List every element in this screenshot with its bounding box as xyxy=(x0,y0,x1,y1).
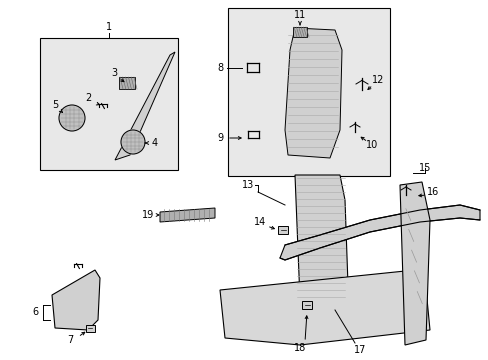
Text: 11: 11 xyxy=(293,10,305,20)
Polygon shape xyxy=(115,52,175,160)
Text: 12: 12 xyxy=(371,75,384,85)
Text: 10: 10 xyxy=(365,140,377,150)
Polygon shape xyxy=(160,208,215,222)
Bar xyxy=(119,77,135,89)
Polygon shape xyxy=(52,270,100,330)
Text: 4: 4 xyxy=(152,138,158,148)
Circle shape xyxy=(59,105,85,131)
Bar xyxy=(278,226,287,234)
Text: 5: 5 xyxy=(52,100,58,110)
Text: 3: 3 xyxy=(111,68,117,78)
Text: 16: 16 xyxy=(426,187,438,197)
Polygon shape xyxy=(285,28,341,158)
Bar xyxy=(85,324,94,332)
Bar xyxy=(302,301,311,309)
Polygon shape xyxy=(220,270,429,345)
Circle shape xyxy=(121,130,145,154)
Text: 6: 6 xyxy=(32,307,38,317)
Text: 1: 1 xyxy=(106,22,112,32)
Bar xyxy=(40,38,178,170)
Text: 15: 15 xyxy=(418,163,430,173)
Text: 2: 2 xyxy=(85,93,91,103)
Bar xyxy=(292,27,306,37)
Text: 8: 8 xyxy=(217,63,223,73)
Polygon shape xyxy=(280,205,479,260)
Text: 7: 7 xyxy=(67,335,73,345)
Bar xyxy=(227,8,389,176)
Text: 17: 17 xyxy=(353,345,366,355)
Text: 18: 18 xyxy=(293,343,305,353)
Text: 14: 14 xyxy=(253,217,265,227)
Text: 19: 19 xyxy=(142,210,154,220)
Polygon shape xyxy=(399,182,429,345)
Text: 9: 9 xyxy=(217,133,223,143)
Polygon shape xyxy=(294,175,347,300)
Text: 13: 13 xyxy=(242,180,254,190)
